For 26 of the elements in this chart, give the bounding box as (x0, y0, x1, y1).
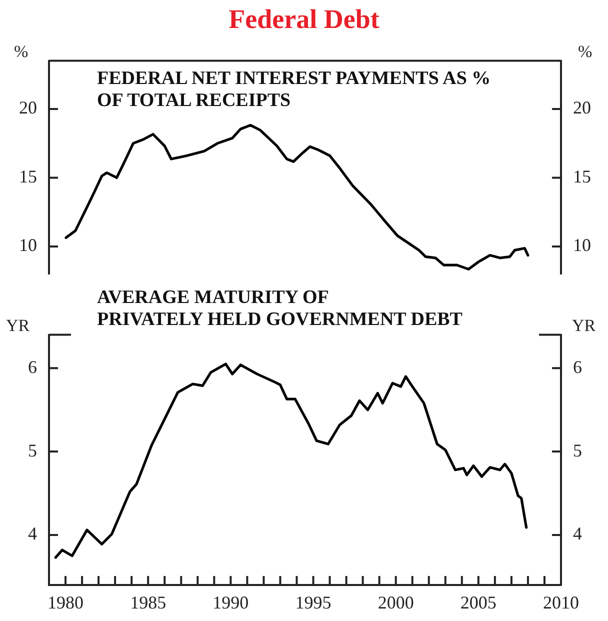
y2-axis-title: YR (572, 316, 596, 336)
y-tick-label: 20 (19, 98, 37, 118)
y-tick-label: 15 (19, 166, 37, 186)
y2-tick-label: 20 (573, 98, 591, 118)
y-tick-label: 10 (19, 235, 37, 256)
x-tick-label: 1980 (48, 592, 84, 613)
chart-title: Federal Debt (228, 4, 380, 35)
y-axis-title: % (14, 42, 28, 62)
y-tick-label: 4 (28, 524, 37, 544)
x-tick-label: 2005 (460, 592, 496, 613)
y2-tick-label: 6 (573, 356, 582, 377)
y-tick-label: 6 (28, 356, 37, 377)
x-tick-label: 1995 (295, 592, 332, 613)
y-tick-label: 5 (28, 440, 37, 460)
x-tick-label: 1985 (130, 592, 166, 613)
y2-tick-label: 5 (573, 440, 582, 460)
x-tick-label: 2010 (543, 592, 579, 613)
y-axis-title: YR (6, 316, 30, 336)
text: AVERAGE MATURITY OF PRIVATELY HELD GOVERNMENT DEBT (97, 287, 462, 331)
x-tick-label: 1990 (212, 592, 249, 613)
y2-tick-label: 4 (573, 524, 582, 544)
y2-tick-label: 15 (573, 166, 591, 186)
y2-axis-title: % (578, 42, 592, 62)
x-tick-label: 2000 (378, 592, 414, 613)
annotation: FEDERAL NET INTEREST PAYMENTS AS % OF TOTAL RECEIPTS (97, 68, 491, 112)
y2-tick-label: 10 (573, 235, 591, 256)
